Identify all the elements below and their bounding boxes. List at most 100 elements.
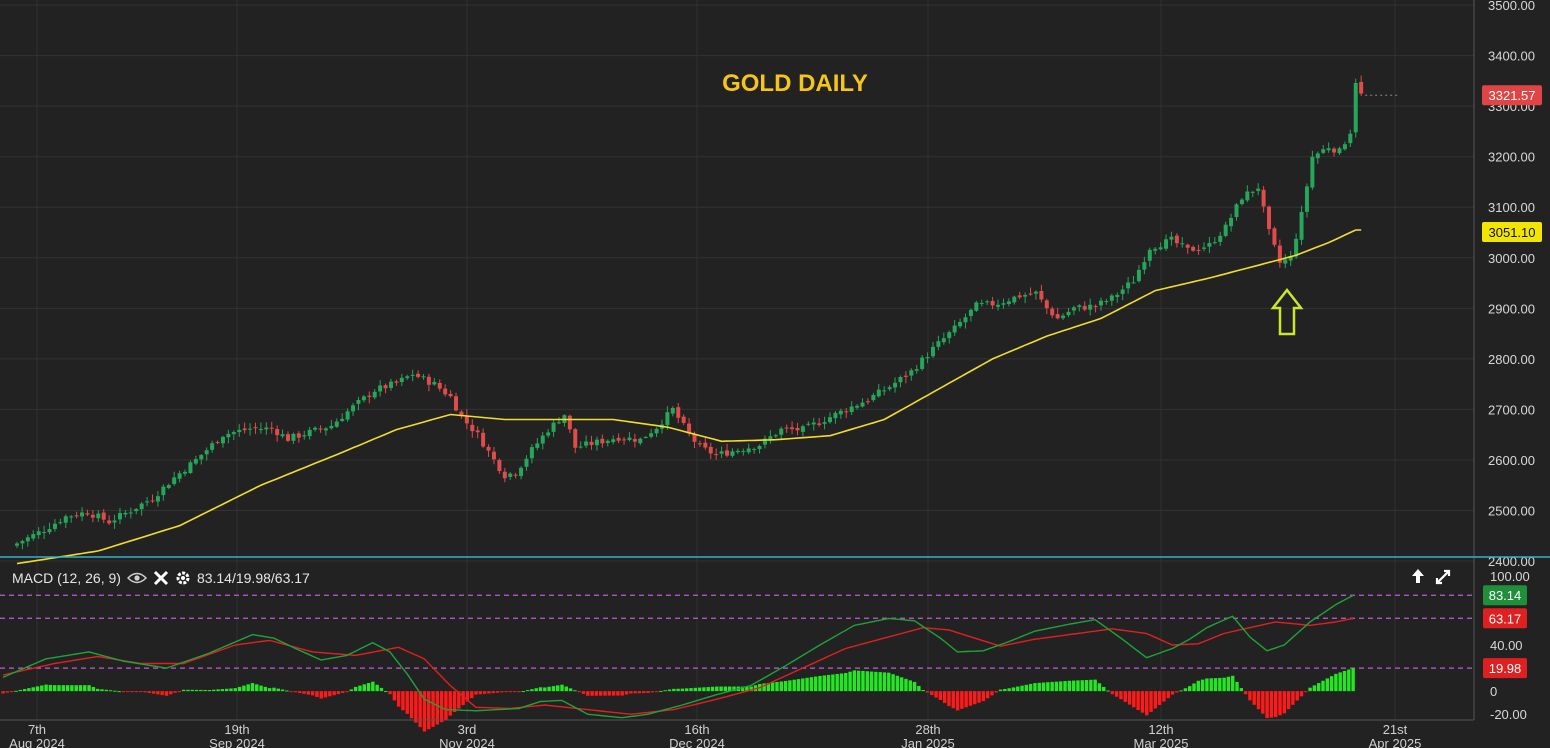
macd-histogram-bar — [504, 691, 508, 693]
candle-body — [1142, 262, 1147, 270]
macd-histogram-bar — [710, 686, 715, 692]
expand-icon[interactable] — [1434, 568, 1452, 586]
candle-body — [367, 395, 372, 397]
macd-histogram-bar — [212, 689, 216, 692]
macd-histogram-bar — [439, 691, 444, 723]
macd-histogram-bar — [960, 691, 964, 709]
candle-body — [594, 439, 599, 446]
macd-histogram-bar — [1097, 683, 1102, 692]
macd-histogram-bar — [1239, 688, 1244, 692]
candle-body — [1082, 306, 1087, 310]
candle-body — [123, 512, 128, 515]
candle-body — [296, 433, 301, 438]
candle-body — [979, 303, 984, 305]
macd-histogram-bar — [1213, 678, 1218, 692]
macd-histogram-bar — [1304, 691, 1308, 693]
candle-body — [930, 346, 935, 357]
candle-body — [519, 467, 524, 477]
candle-body — [1033, 291, 1038, 294]
macd-histogram-bar — [689, 688, 693, 692]
candle-body — [795, 427, 800, 431]
candle-body — [286, 434, 290, 441]
macd-histogram-bar — [1011, 687, 1016, 692]
macd-histogram-bar — [1119, 691, 1123, 700]
candle-body — [231, 432, 236, 435]
candle-body — [540, 435, 545, 444]
candle-body — [1277, 245, 1282, 263]
macd-histogram-bar — [942, 691, 947, 704]
macd-histogram-bar — [732, 686, 736, 692]
macd-histogram-bar — [491, 691, 495, 694]
macd-histogram-bar — [1269, 691, 1274, 718]
candle-body — [1261, 189, 1266, 207]
candle-body — [670, 407, 675, 414]
macd-histogram-bar — [1145, 691, 1149, 716]
macd-histogram-bar — [1050, 681, 1054, 692]
macd-histogram-bar — [624, 691, 629, 695]
candle-body — [1359, 81, 1364, 94]
macd-histogram-bar — [620, 691, 624, 696]
macd-histogram-bar — [1054, 681, 1059, 692]
candle-body — [63, 516, 68, 523]
macd-histogram-bar — [891, 674, 895, 692]
candle-body — [161, 486, 166, 496]
macd-histogram-bar — [280, 689, 285, 692]
macd-histogram-bar — [1153, 691, 1158, 709]
macd-histogram-bar — [1226, 676, 1231, 692]
candle-body — [443, 388, 448, 395]
macd-histogram-bar — [1222, 677, 1226, 692]
arrow-up-icon[interactable] — [1410, 568, 1426, 586]
candle-body — [865, 401, 870, 403]
candle-body — [757, 446, 762, 450]
macd-histogram-bar — [1183, 688, 1188, 692]
macd-histogram-bar — [1067, 680, 1072, 692]
macd-histogram-bar — [925, 691, 930, 693]
macd-histogram-bar — [1321, 680, 1325, 692]
eye-icon[interactable] — [126, 571, 147, 585]
candle-body — [1061, 315, 1066, 319]
candle-body — [822, 422, 827, 424]
candle-body — [1012, 296, 1017, 303]
candle-body — [800, 426, 805, 432]
macd-histogram-bar — [663, 690, 667, 692]
candle-body — [1201, 247, 1206, 249]
macd-histogram-bar — [676, 688, 680, 692]
macd-histogram-bar — [1110, 691, 1115, 695]
candle-body — [74, 515, 79, 517]
macd-histogram-bar — [697, 687, 702, 692]
macd-histogram-bar — [177, 691, 182, 693]
macd-histogram-bar — [495, 691, 500, 693]
macd-histogram-bar — [577, 691, 581, 693]
candle-body — [925, 356, 930, 359]
time-tick-month: Aug 2024 — [9, 736, 65, 748]
macd-histogram-bar — [1282, 691, 1287, 714]
macd-histogram-bar — [835, 673, 839, 692]
macd-histogram-bar — [844, 672, 848, 692]
macd-histogram-bar — [169, 691, 173, 695]
candle-body — [351, 405, 356, 412]
gear-icon[interactable] — [175, 570, 191, 586]
macd-histogram-bar — [607, 691, 612, 696]
macd-histogram-bar — [831, 674, 835, 692]
candle-body — [654, 428, 659, 434]
candle-body — [768, 436, 773, 440]
macd-histogram-bar — [904, 678, 908, 692]
macd-histogram-bar — [384, 691, 388, 693]
macd-histogram-bar — [465, 691, 470, 702]
close-icon[interactable] — [153, 570, 169, 586]
candle-body — [25, 537, 30, 542]
candle-body — [551, 422, 556, 432]
macd-histogram-bar — [560, 684, 564, 692]
candle-body — [502, 471, 507, 479]
macd-histogram-bar — [474, 691, 478, 695]
macd-histogram-bar — [990, 691, 994, 696]
candle-body — [557, 422, 561, 424]
candle-body — [139, 503, 144, 510]
macd-histogram-bar — [422, 691, 427, 732]
macd-histogram-bar — [78, 685, 83, 692]
macd-histogram-bar — [951, 691, 955, 709]
candle-body — [199, 455, 204, 460]
candle-body — [437, 382, 442, 389]
candle-body — [1294, 238, 1299, 257]
macd-histogram-bar — [1106, 690, 1110, 692]
